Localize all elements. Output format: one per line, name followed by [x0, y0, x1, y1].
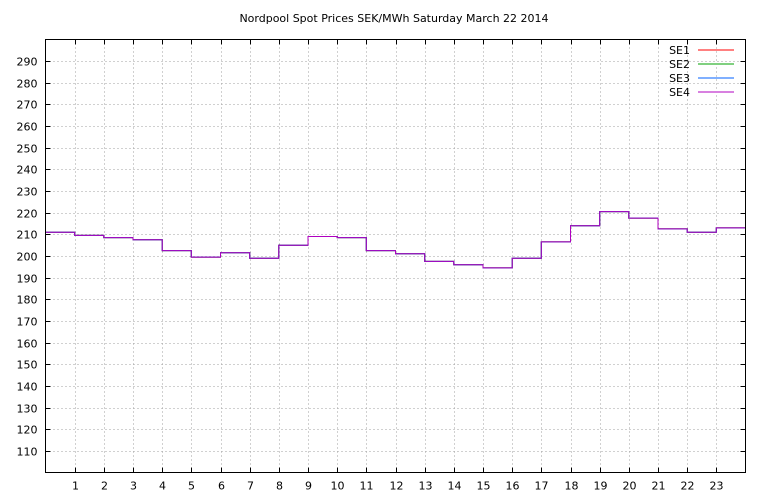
- x-tick-label: 2: [101, 480, 108, 493]
- y-tick-label: 280: [17, 78, 38, 91]
- x-tick-label: 7: [247, 480, 254, 493]
- y-tick-label: 210: [17, 229, 38, 242]
- axis-ticks: [45, 39, 746, 473]
- y-tick-labels: 110 120 130 140 150 160 170 180 190 200 210 220 230 2…: [17, 56, 38, 459]
- y-tick-label: 200: [17, 251, 38, 264]
- legend-label-se4: SE4: [669, 86, 690, 99]
- x-tick-label: 8: [276, 480, 283, 493]
- y-tick-label: 120: [17, 424, 38, 437]
- x-tick-label: 21: [652, 480, 666, 493]
- x-tick-label: 18: [565, 480, 579, 493]
- x-tick-label: 1: [72, 480, 79, 493]
- y-tick-label: 230: [17, 186, 38, 199]
- x-tick-label: 10: [331, 480, 345, 493]
- legend-label-se3: SE3: [669, 72, 690, 85]
- legend-label-se1: SE1: [669, 44, 690, 57]
- y-tick-label: 240: [17, 164, 38, 177]
- x-tick-label: 20: [623, 480, 637, 493]
- y-tick-label: 160: [17, 338, 38, 351]
- y-tick-label: 110: [17, 446, 38, 459]
- legend-label-se2: SE2: [669, 58, 690, 71]
- y-tick-label: 130: [17, 403, 38, 416]
- y-tick-label: 150: [17, 359, 38, 372]
- x-tick-label: 23: [710, 480, 724, 493]
- x-tick-label: 4: [159, 480, 166, 493]
- y-tick-label: 270: [17, 99, 38, 112]
- x-tick-labels: 1 2 3 4 5 6 7 8 9 10 11 12 13 14 15 16 17 18 19 20 21 22 23: [72, 480, 724, 493]
- x-tick-label: 16: [506, 480, 520, 493]
- x-tick-label: 9: [305, 480, 312, 493]
- x-tick-label: 15: [477, 480, 491, 493]
- series-lines: [45, 211, 746, 269]
- chart-title: Nordpool Spot Prices SEK/MWh Saturday Ma…: [239, 12, 548, 25]
- y-tick-label: 170: [17, 316, 38, 329]
- x-tick-label: 12: [390, 480, 404, 493]
- y-tick-label: 180: [17, 294, 38, 307]
- grid: [45, 39, 746, 473]
- x-tick-label: 11: [360, 480, 374, 493]
- y-tick-label: 290: [17, 56, 38, 69]
- x-tick-label: 13: [419, 480, 433, 493]
- y-tick-label: 250: [17, 143, 38, 156]
- x-tick-label: 22: [681, 480, 695, 493]
- y-tick-label: 190: [17, 273, 38, 286]
- x-tick-label: 17: [535, 480, 549, 493]
- x-tick-label: 14: [448, 480, 462, 493]
- y-tick-label: 140: [17, 381, 38, 394]
- series-line-se4: [45, 211, 746, 269]
- x-tick-label: 19: [594, 480, 608, 493]
- y-tick-label: 260: [17, 121, 38, 134]
- x-tick-label: 6: [218, 480, 225, 493]
- x-tick-label: 3: [130, 480, 137, 493]
- y-tick-label: 220: [17, 208, 38, 221]
- x-tick-label: 5: [188, 480, 195, 493]
